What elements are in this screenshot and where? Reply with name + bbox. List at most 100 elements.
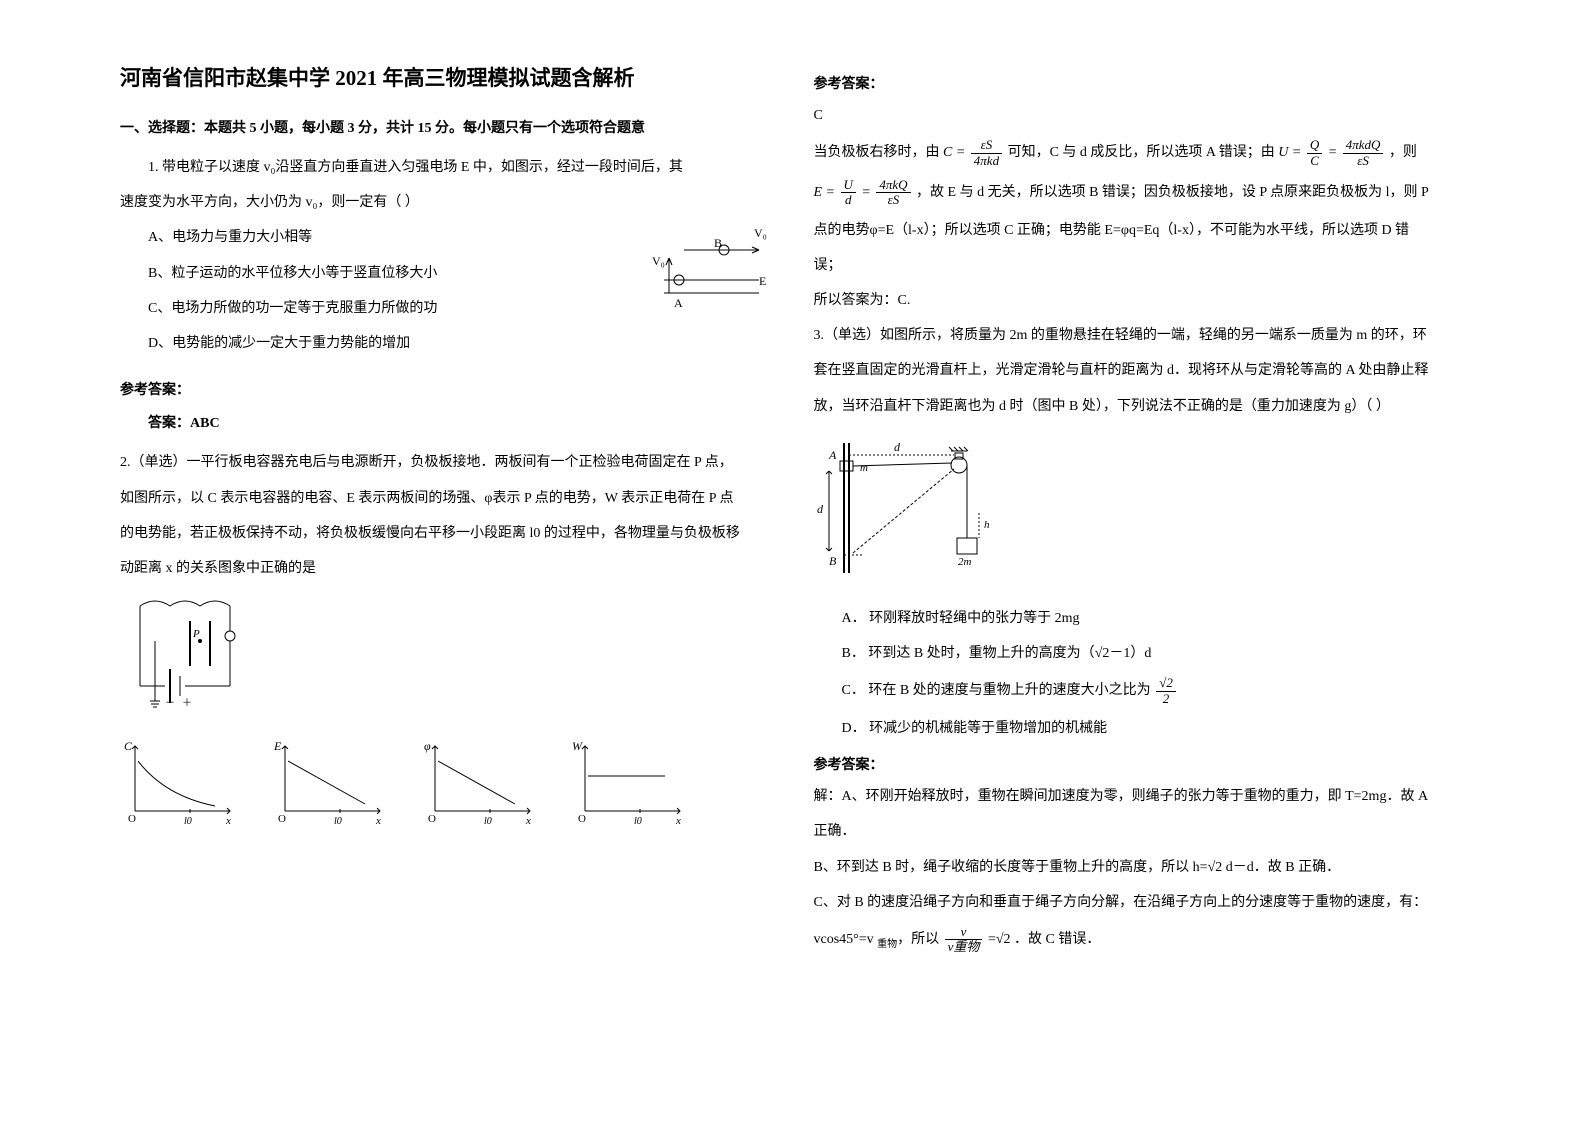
page-title: 河南省信阳市赵集中学 2021 年高三物理模拟试题含解析 (120, 60, 774, 98)
q1-option-d: D、电势能的减少一定大于重力势能的增加 (148, 331, 774, 356)
q3-stem-3: 放，当环沿直杆下滑距离也为 d 时（图中 B 处），下列说法不正确的是（重力加速… (814, 394, 1468, 419)
left-column: 河南省信阳市赵集中学 2021 年高三物理模拟试题含解析 一、选择题：本题共 5… (100, 60, 794, 1082)
svg-text:l0: l0 (184, 816, 192, 827)
text: ，则 (1389, 145, 1417, 160)
label-b: B (714, 236, 722, 250)
right-column: 参考答案： C 当负极板右移时，由 C = εS 4πkd 可知，C 与 d 成… (794, 60, 1488, 1082)
text: vcos45°=v (814, 932, 878, 947)
svg-text:O: O (578, 813, 586, 825)
text: －1）d (1109, 646, 1151, 661)
q3-answer-b: B、环到达 B 时，绳子收缩的长度等于重物上升的高度，所以 h=√2 d－d．故… (814, 855, 1468, 880)
text: B． 环到达 B 处时，重物上升的高度为（ (842, 646, 1095, 661)
text: B、环到达 B 时，绳子收缩的长度等于重物上升的高度，所以 h= (814, 860, 1208, 875)
text: 当负极板右移时，由 (814, 145, 944, 160)
q2-stem-3: 的电势能，若正极板保持不动，将负极板缓慢向右平移一小段距离 l0 的过程中，各物… (120, 521, 774, 546)
chart-d: W x O l0 D (570, 736, 690, 840)
frac-u1: Q C (1307, 138, 1322, 168)
q1-figure: V₀ B V₀ E A (644, 225, 774, 324)
frac-e2: 4πkQ εS (876, 178, 910, 208)
text: C． 环在 B 处的速度与重物上升的速度大小之比为 (842, 683, 1155, 698)
q2-circuit-figure: － ＋ P (120, 591, 774, 720)
text: ，故 E 与 d 无关，所以选项 B 错误；因负极板接地，设 P 点原来距负极板… (916, 185, 1429, 200)
q1-stem-2: 速度变为水平方向，大小仍为 v₀，则一定有（ ） (120, 190, 774, 215)
label-p: P (192, 628, 200, 640)
svg-text:W: W (572, 739, 583, 753)
q2-answer-line4: 误； (814, 253, 1468, 278)
svg-text:x: x (225, 815, 231, 827)
q3-option-b: B． 环到达 B 处时，重物上升的高度为（√2－1）d (842, 641, 1468, 666)
q2-stem-2: 如图所示，以 C 表示电容器的电容、E 表示两板间的场强、φ表示 P 点的电势，… (120, 486, 774, 511)
q3-answer-c2: vcos45°=v 重物，所以 v v重物 =√2 ．故 C 错误． (814, 925, 1468, 955)
svg-text:l0: l0 (484, 816, 492, 827)
chart-c: φ x O l0 C (420, 736, 540, 840)
label-2m: 2m (958, 556, 972, 568)
svg-text:E: E (273, 739, 282, 753)
q2-charts: C x O l0 A E x O l0 B (120, 736, 774, 840)
label-b: B (829, 554, 837, 568)
label-d-left: d (817, 502, 824, 516)
chart-a: C x O l0 A (120, 736, 240, 840)
label-e: E (759, 274, 766, 288)
q2-stem-4: 动距离 x 的关系图象中正确的是 (120, 556, 774, 581)
q3-option-d: D． 环减少的机械能等于重物增加的机械能 (842, 716, 1468, 741)
text: ．故 B 正确． (1254, 860, 1340, 875)
frac-v: v v重物 (945, 925, 983, 955)
q3-figure: A m d 2m h d B (814, 433, 1468, 592)
label-v0-top: V₀ (754, 226, 767, 240)
q2-answer-letter: C (814, 103, 1468, 128)
text: 可知，C 与 d 成反比，所以选项 A 错误；由 (1008, 145, 1279, 160)
q3-option-a: A． 环刚释放时轻绳中的张力等于 2mg (842, 606, 1468, 631)
q3-stem-1: 3.（单选）如图所示，将质量为 2m 的重物悬挂在轻绳的一端，轻绳的另一端系一质… (814, 323, 1468, 348)
q3-answer-a2: 正确． (814, 819, 1468, 844)
q1-options-block: V₀ B V₀ E A A、电场力与重力大小相等 B、粒子运动的水平位移大小等于… (120, 225, 774, 366)
svg-text:φ: φ (424, 739, 431, 753)
sub: 重物 (877, 939, 897, 950)
formula-e-left: E = (814, 185, 836, 200)
svg-text:x: x (525, 815, 531, 827)
q2-answer-line2: E = U d = 4πkQ εS ，故 E 与 d 无关，所以选项 B 错误；… (814, 178, 1468, 208)
label-a: A (674, 296, 683, 310)
frac-c: εS 4πkd (971, 138, 1002, 168)
equals: = (861, 185, 874, 200)
text: ．故 C 错误． (1014, 932, 1100, 947)
svg-text:x: x (375, 815, 381, 827)
svg-text:l0: l0 (334, 816, 342, 827)
q3-option-c: C． 环在 B 处的速度与重物上升的速度大小之比为 √2 2 (842, 676, 1468, 706)
svg-text:O: O (278, 813, 286, 825)
q2-answer-line3: 点的电势φ=E（l-x）；所以选项 C 正确；电势能 E=φq=Eq（l-x），… (814, 218, 1468, 243)
label-d-top: d (894, 440, 901, 454)
frac-c: √2 2 (1156, 676, 1176, 706)
label-h: h (984, 519, 990, 531)
q3-answer-label: 参考答案： (814, 753, 1468, 778)
q2-answer-label: 参考答案： (814, 72, 1468, 97)
equals: = (1328, 145, 1341, 160)
svg-text:l0: l0 (634, 816, 642, 827)
frac-e1: U d (841, 178, 856, 208)
section-header: 一、选择题：本题共 5 小题，每小题 3 分，共计 15 分。每小题只有一个选项… (120, 116, 774, 141)
q3-answer-c1: C、对 B 的速度沿绳子方向和垂直于绳子方向分解，在沿绳子方向上的分速度等于重物… (814, 890, 1468, 915)
q1-answer-text: 答案：ABC (148, 411, 774, 436)
svg-text:x: x (675, 815, 681, 827)
svg-text:C: C (124, 739, 133, 753)
svg-text:－: － (165, 698, 175, 709)
formula-u-left: U = (1278, 145, 1301, 160)
q3-stem-2: 套在竖直固定的光滑直杆上，光滑定滑轮与直杆的距离为 d．现将环从与定滑轮等高的 … (814, 358, 1468, 383)
svg-text:＋: ＋ (182, 698, 192, 709)
q1-answer-label: 参考答案： (120, 378, 774, 403)
sqrt: √2 (1095, 646, 1110, 661)
formula-c: C = (943, 145, 969, 160)
label-v0-left: V₀ (652, 254, 665, 268)
label-m: m (860, 462, 868, 474)
chart-b: E x O l0 B (270, 736, 390, 840)
svg-text:O: O (428, 813, 436, 825)
q2-stem-1: 2.（单选）一平行板电容器充电后与电源断开，负极板接地．两板间有一个正检验电荷固… (120, 450, 774, 475)
label-a: A (828, 448, 837, 462)
svg-text:O: O (128, 813, 136, 825)
text: ，所以 (897, 932, 943, 947)
q1-stem-1: 1. 带电粒子以速度 v₀沿竖直方向垂直进入匀强电场 E 中，如图示，经过一段时… (120, 155, 774, 180)
eq: =√2 (988, 932, 1011, 947)
q3-answer-a: 解：A、环刚开始释放时，重物在瞬间加速度为零，则绳子的张力等于重物的重力，即 T… (814, 784, 1468, 809)
frac-u2: 4πkdQ εS (1343, 138, 1384, 168)
q2-answer-line1: 当负极板右移时，由 C = εS 4πkd 可知，C 与 d 成反比，所以选项 … (814, 138, 1468, 168)
q2-answer-line5: 所以答案为：C. (814, 288, 1468, 313)
